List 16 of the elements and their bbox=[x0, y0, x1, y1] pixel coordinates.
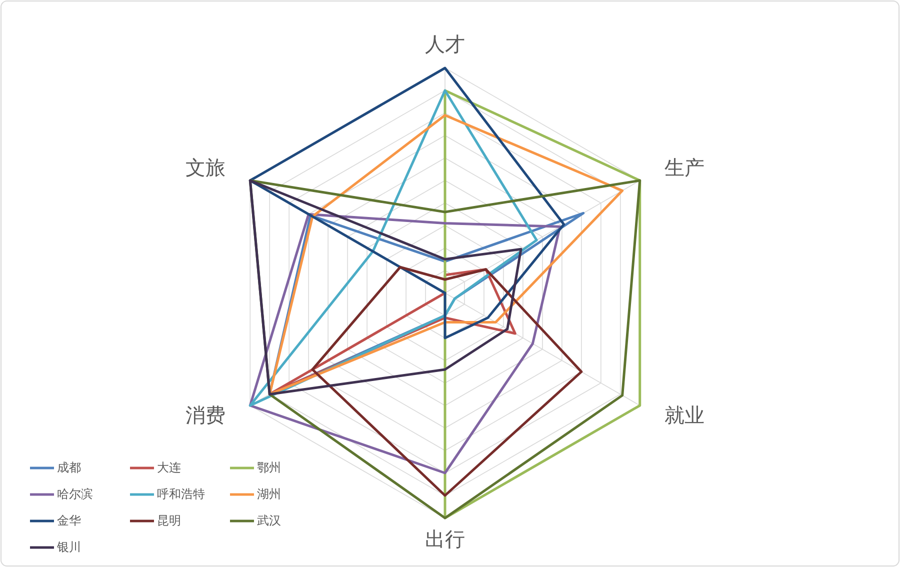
legend-label: 呼和浩特 bbox=[157, 486, 205, 501]
legend-label: 成都 bbox=[57, 460, 81, 474]
legend-label: 金华 bbox=[57, 513, 81, 528]
legend-label: 鄂州 bbox=[257, 460, 281, 474]
legend-label: 昆明 bbox=[157, 513, 181, 528]
spoke-label: 消费 bbox=[185, 403, 226, 428]
spoke-label: 就业 bbox=[664, 403, 705, 428]
spoke-label: 生产 bbox=[664, 156, 705, 180]
legend-label: 银川 bbox=[56, 540, 81, 554]
legend-label: 大连 bbox=[157, 460, 181, 474]
spoke-label: 出行 bbox=[425, 526, 465, 551]
legend-label: 哈尔滨 bbox=[57, 486, 93, 501]
spoke-label: 人才 bbox=[425, 32, 465, 56]
spoke-label: 文旅 bbox=[185, 156, 226, 180]
legend-label: 湖州 bbox=[257, 486, 281, 501]
legend-label: 武汉 bbox=[257, 513, 281, 528]
